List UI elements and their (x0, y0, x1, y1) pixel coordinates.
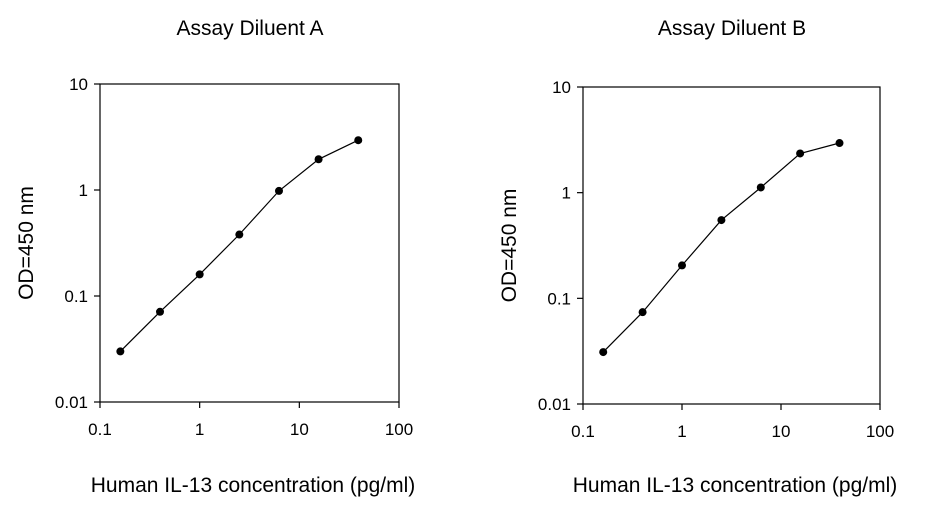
series-line (119, 139, 359, 352)
data-point (835, 139, 844, 148)
chart-title: Assay Diluent A (176, 17, 323, 40)
data-point (235, 230, 244, 239)
x-tick-label: 10 (772, 422, 791, 441)
data-point (638, 308, 647, 317)
data-point (756, 183, 765, 192)
y-tick-label: 0.01 (538, 395, 571, 414)
x-tick-label: 1 (677, 422, 686, 441)
plot-frame (99, 83, 400, 403)
plot-frame (582, 86, 881, 405)
y-tick-label: 0.1 (64, 287, 88, 306)
data-point (314, 155, 323, 164)
x-tick-label: 0.1 (88, 420, 112, 439)
y-tick-label: 0.01 (55, 393, 88, 412)
y-tick-label: 1 (562, 184, 571, 203)
chart-title: Assay Diluent B (658, 17, 806, 40)
data-point (156, 307, 165, 316)
x-tick-label: 0.1 (571, 422, 595, 441)
x-tick-label: 100 (385, 420, 413, 439)
data-point (717, 216, 726, 225)
y-axis-label: OD=450 nm (498, 189, 521, 303)
y-axis-label: OD=450 nm (15, 186, 38, 300)
x-axis-label: Human IL-13 concentration (pg/ml) (573, 474, 898, 497)
y-tick-label: 0.1 (547, 289, 571, 308)
data-point (195, 270, 204, 279)
x-tick-label: 10 (290, 420, 309, 439)
data-point (599, 348, 608, 357)
data-point (796, 149, 805, 158)
series-line (602, 142, 840, 353)
y-tick-label: 1 (79, 181, 88, 200)
y-tick-label: 10 (69, 75, 88, 94)
x-tick-label: 100 (866, 422, 894, 441)
data-point (274, 186, 283, 195)
data-point (354, 136, 363, 145)
x-tick-label: 1 (195, 420, 204, 439)
x-axis-label: Human IL-13 concentration (pg/ml) (91, 474, 416, 497)
data-point (116, 347, 125, 356)
data-point (678, 261, 686, 270)
y-tick-label: 10 (552, 78, 571, 97)
